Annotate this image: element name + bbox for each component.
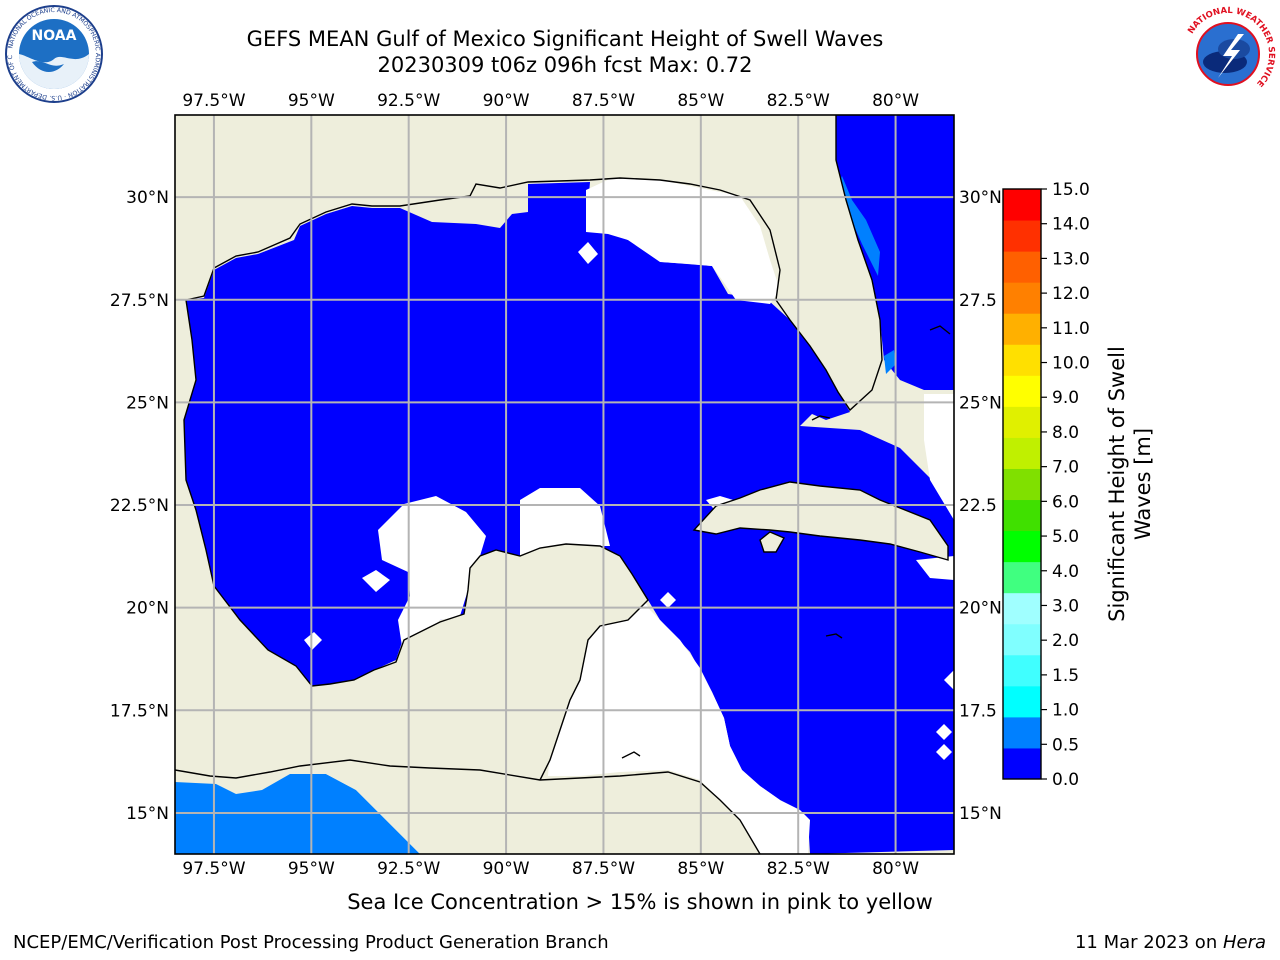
lat-tick-label-right: 30°N: [959, 188, 1002, 208]
colorbar-band: [1003, 282, 1041, 314]
colorbar-tick-label: 0.0: [1052, 770, 1079, 790]
lon-tick-label-bottom: 82.5°W: [767, 859, 830, 879]
colorbar-ticks: 15.0 14.0 13.0 12.0 11.0 10.0 9.0 8.0 7.0 6.0 5.0 4…: [1041, 180, 1090, 790]
colorbar-tick-label: 1.0: [1052, 701, 1079, 721]
colorbar-tick-label: 13.0: [1052, 249, 1090, 269]
lat-tick-label-left: 17.5°N: [110, 701, 169, 721]
lat-tick-label-left: 30°N: [126, 188, 169, 208]
colorbar-band: [1003, 499, 1041, 532]
colorbar-band: [1003, 375, 1041, 407]
colorbar-band: [1003, 530, 1041, 563]
colorbar-band: [1003, 468, 1041, 501]
lon-tick-label-top: 92.5°W: [377, 91, 440, 111]
colorbar-band: [1003, 437, 1041, 469]
sea-ice-note: Sea Ice Concentration > 15% is shown in …: [347, 890, 933, 914]
colorbar-band: [1003, 747, 1041, 780]
colorbar-band: [1003, 406, 1041, 438]
colorbar-tick-label: 10.0: [1052, 354, 1090, 374]
colorbar-tick-label: 12.0: [1052, 284, 1090, 304]
colorbar-band: [1003, 313, 1041, 345]
credit-date-text: 11 Mar 2023 on: [1074, 932, 1223, 953]
lat-tick-label-right: 17.5: [959, 701, 997, 721]
lon-tick-label-bottom: 92.5°W: [377, 859, 440, 879]
coastlines: [175, 115, 951, 854]
colorbar-band: [1003, 623, 1041, 656]
lon-tick-label-bottom: 87.5°W: [572, 859, 635, 879]
lon-tick-label-bottom: 85°W: [677, 859, 724, 879]
colorbar-tick-label: 7.0: [1052, 458, 1079, 478]
lon-tick-label-bottom: 97.5°W: [182, 859, 245, 879]
colorbar-label-line1: Significant Height of Swell: [1105, 346, 1129, 622]
credit-host: Hera: [1222, 932, 1266, 953]
colorbar-tick-label: 8.0: [1052, 423, 1079, 443]
colorbar-tick-label: 5.0: [1052, 527, 1079, 547]
lat-tick-label-left: 15°N: [126, 804, 169, 824]
lat-tick-label-right: 27.5: [959, 291, 997, 311]
pacific-swell-field: [175, 774, 420, 854]
colorbar-band: [1003, 685, 1041, 718]
colorbar: [1003, 189, 1041, 780]
colorbar-tick-label: 1.5: [1052, 666, 1079, 686]
lat-tick-label-right: 20°N: [959, 599, 1002, 619]
lon-tick-label-bottom: 90°W: [483, 859, 530, 879]
map-frame: [174, 114, 955, 855]
colorbar-band: [1003, 561, 1041, 594]
lon-tick-label-bottom: 95°W: [288, 859, 335, 879]
colorbar-band: [1003, 592, 1041, 625]
colorbar-tick-label: 14.0: [1052, 215, 1090, 235]
lon-tick-label-top: 85°W: [677, 91, 724, 111]
chart-title: GEFS MEAN Gulf of Mexico Significant Hei…: [246, 27, 884, 51]
lon-tick-label-bottom: 80°W: [872, 859, 919, 879]
lat-tick-label-left: 22.5°N: [110, 496, 169, 516]
lat-tick-label-right: 22.5: [959, 496, 997, 516]
credit-branch: NCEP/EMC/Verification Post Processing Pr…: [13, 932, 609, 953]
lat-tick-label-right: 15°N: [959, 804, 1002, 824]
axis-tick-labels: 97.5°W 97.5°W 95°W 95°W 92.5°W 92.5°W 90°W 90°W…: [110, 91, 1002, 879]
credit-date: 11 Mar 2023 on Hera: [1075, 932, 1266, 953]
colorbar-tick-label: 4.0: [1052, 562, 1079, 582]
colorbar-tick-label: 11.0: [1052, 319, 1090, 339]
lat-tick-label-left: 25°N: [126, 393, 169, 413]
lat-tick-label-left: 20°N: [126, 599, 169, 619]
colorbar-band: [1003, 344, 1041, 376]
colorbar-band: [1003, 251, 1041, 283]
noaa-logo: NATIONAL OCEANIC AND ATMOSPHERIC ADMINIS…: [4, 4, 103, 103]
colorbar-frame: [1002, 188, 1042, 780]
lon-tick-label-top: 97.5°W: [182, 91, 245, 111]
lon-tick-label-top: 95°W: [288, 91, 335, 111]
colorbar-tick-label: 2.0: [1052, 631, 1079, 651]
colorbar-band: [1003, 189, 1041, 221]
colorbar-label-line2: Waves [m]: [1131, 428, 1155, 540]
colorbar-tick-label: 0.5: [1052, 735, 1079, 755]
colorbar-tick-label: 6.0: [1052, 492, 1079, 512]
lon-tick-label-top: 90°W: [483, 91, 530, 111]
atlantic-swell-high: [838, 176, 880, 276]
noaa-logo-text: NOAA: [32, 28, 77, 44]
lon-tick-label-top: 82.5°W: [767, 91, 830, 111]
chart-subtitle: 20230309 t06z 096h fcst Max: 0.72: [377, 53, 753, 77]
colorbar-tick-label: 3.0: [1052, 596, 1079, 616]
lon-tick-label-top: 87.5°W: [572, 91, 635, 111]
lon-tick-label-top: 80°W: [872, 91, 919, 111]
colorbar-band: [1003, 654, 1041, 687]
colorbar-tick-label: 9.0: [1052, 388, 1079, 408]
gridlines: [175, 115, 954, 854]
atlantic-swell-high-south: [884, 350, 896, 374]
colorbar-tick-label: 15.0: [1052, 180, 1090, 200]
nws-logo: NATIONAL WEATHER SERVICE: [1180, 6, 1276, 102]
lat-tick-label-left: 27.5°N: [110, 291, 169, 311]
colorbar-band: [1003, 716, 1041, 749]
colorbar-band: [1003, 220, 1041, 252]
lat-tick-label-right: 25°N: [959, 393, 1002, 413]
